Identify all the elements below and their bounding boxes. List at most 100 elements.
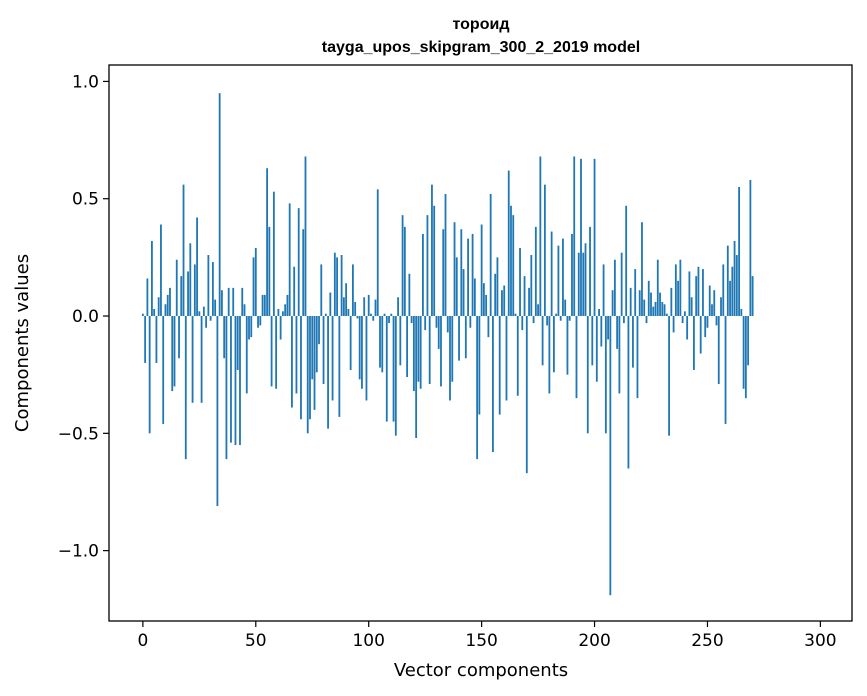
bar bbox=[403, 226, 406, 317]
bar bbox=[426, 215, 429, 317]
x-tick-label: 100 bbox=[352, 631, 384, 651]
bar bbox=[598, 308, 600, 317]
bar bbox=[293, 266, 296, 317]
bar bbox=[487, 316, 490, 338]
bar bbox=[155, 316, 158, 363]
bar bbox=[473, 278, 476, 317]
bar bbox=[607, 316, 609, 340]
bar bbox=[372, 316, 375, 321]
bar bbox=[519, 247, 521, 317]
bar bbox=[562, 238, 564, 317]
bar bbox=[471, 233, 474, 317]
bar bbox=[433, 205, 436, 317]
bar bbox=[528, 287, 530, 317]
bar bbox=[505, 316, 508, 401]
bar bbox=[370, 313, 372, 317]
bar bbox=[171, 316, 174, 392]
bar bbox=[412, 316, 415, 392]
bar bbox=[686, 316, 689, 340]
bar bbox=[184, 316, 187, 460]
bar bbox=[320, 264, 323, 317]
bar bbox=[202, 306, 205, 317]
bar bbox=[681, 316, 684, 324]
bar bbox=[586, 316, 589, 434]
bar bbox=[749, 179, 752, 317]
bar bbox=[401, 215, 404, 317]
bar bbox=[189, 243, 192, 317]
y-tick-label: 0.0 bbox=[72, 307, 99, 327]
bar bbox=[702, 269, 704, 317]
bar bbox=[618, 316, 621, 394]
bar bbox=[284, 304, 287, 317]
bar bbox=[379, 316, 381, 368]
bar bbox=[580, 158, 582, 317]
bar bbox=[309, 316, 311, 420]
bar bbox=[733, 240, 736, 317]
bar bbox=[288, 203, 291, 317]
bar bbox=[595, 316, 598, 382]
bar bbox=[715, 316, 718, 326]
bar bbox=[374, 299, 377, 317]
bar bbox=[670, 287, 673, 317]
bar bbox=[661, 301, 664, 317]
bar bbox=[455, 257, 458, 317]
bar bbox=[602, 264, 605, 317]
bar bbox=[683, 311, 686, 317]
bar bbox=[327, 316, 329, 429]
bar bbox=[358, 316, 361, 380]
bar bbox=[496, 257, 499, 317]
bar bbox=[236, 316, 239, 370]
bar bbox=[476, 316, 479, 460]
bar bbox=[141, 313, 144, 317]
bar bbox=[363, 297, 366, 317]
bar bbox=[645, 316, 648, 324]
bar bbox=[431, 184, 433, 317]
bar bbox=[688, 271, 691, 317]
bar bbox=[656, 259, 659, 317]
bar bbox=[153, 308, 156, 317]
bar bbox=[467, 238, 469, 317]
bar bbox=[200, 316, 203, 403]
bar bbox=[744, 316, 747, 399]
bar bbox=[568, 316, 571, 321]
bar bbox=[573, 156, 576, 317]
bar bbox=[166, 294, 169, 317]
bar bbox=[419, 316, 422, 389]
bar bbox=[534, 226, 537, 317]
bar bbox=[552, 316, 555, 373]
bar bbox=[460, 229, 463, 317]
y-axis-ticks: −1.0 −0.5 0.0 0.5 1.0 bbox=[58, 72, 109, 562]
bar bbox=[584, 243, 587, 317]
bar bbox=[207, 255, 210, 317]
bar bbox=[663, 304, 666, 317]
bar bbox=[665, 313, 668, 317]
bar bbox=[397, 297, 399, 317]
bar bbox=[422, 233, 424, 317]
bar bbox=[313, 316, 316, 410]
bar bbox=[356, 316, 359, 319]
bar bbox=[717, 316, 720, 385]
bar bbox=[216, 316, 219, 507]
bar bbox=[175, 259, 178, 317]
bar bbox=[223, 316, 226, 359]
bar bbox=[543, 184, 546, 317]
bar bbox=[385, 316, 388, 422]
bar bbox=[677, 280, 680, 317]
bar bbox=[731, 266, 734, 317]
x-tick-label: 200 bbox=[578, 631, 610, 651]
bar bbox=[324, 313, 327, 317]
bar bbox=[221, 290, 223, 317]
bar bbox=[489, 194, 492, 317]
bar bbox=[559, 316, 562, 321]
bar bbox=[270, 316, 273, 387]
bar bbox=[521, 316, 524, 331]
bar bbox=[548, 316, 551, 394]
bar bbox=[406, 316, 409, 378]
bar bbox=[704, 316, 707, 338]
bar bbox=[623, 316, 625, 324]
bar bbox=[557, 245, 560, 317]
bar bbox=[462, 269, 465, 317]
y-tick-label: −0.5 bbox=[58, 424, 99, 444]
bar bbox=[295, 316, 298, 394]
bar bbox=[336, 257, 338, 317]
